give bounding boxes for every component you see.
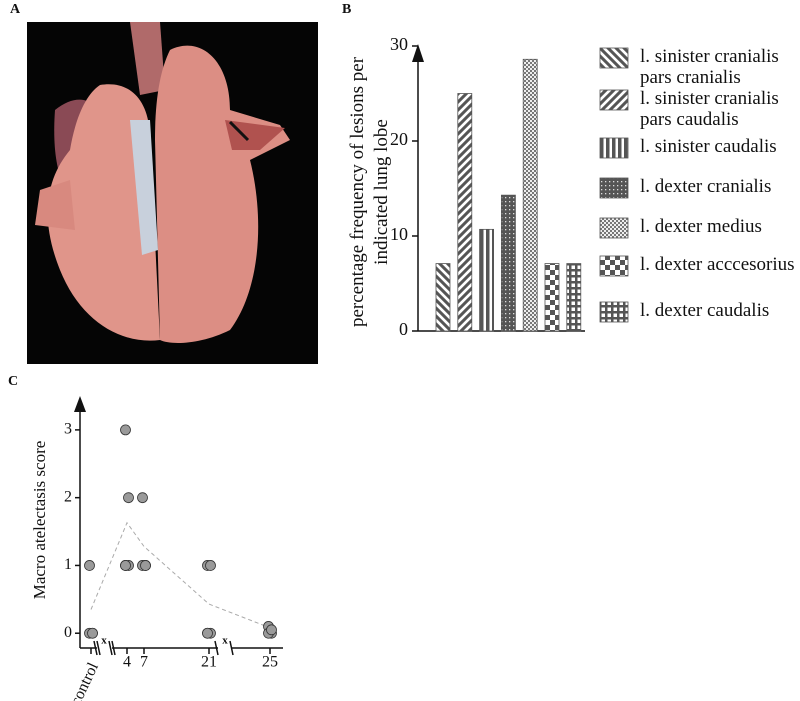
bar <box>500 194 516 332</box>
data-point <box>140 560 151 571</box>
y-tick-label: 0 <box>64 624 72 641</box>
legend-label: l. dexter cranialis <box>640 176 772 197</box>
data-point <box>205 560 216 571</box>
axis-arrow <box>412 44 424 62</box>
x-tick-label: 25 <box>262 654 278 671</box>
x-tick-label: 7 <box>140 654 148 671</box>
bar <box>457 93 473 332</box>
y-tick-label: 10 <box>390 224 408 244</box>
mean-line <box>90 521 271 629</box>
legend-label: l. dexter acccesorius <box>640 254 795 275</box>
data-point <box>87 627 98 639</box>
bar <box>522 58 538 332</box>
legend-label: l. sinister caudalis <box>640 136 777 157</box>
legend-swatch <box>599 137 629 159</box>
y-tick-label: 3 <box>64 421 72 438</box>
bar <box>544 263 560 332</box>
legend-label: l. sinister cranialis pars caudalis <box>640 88 779 130</box>
legend-swatch <box>599 47 629 69</box>
y-tick-label: 2 <box>64 488 72 505</box>
legend-swatch <box>599 89 629 111</box>
data-point <box>266 624 277 636</box>
axis-arrow <box>74 396 86 412</box>
bar <box>566 263 582 332</box>
panel-label: B <box>342 2 351 17</box>
lung-photo <box>27 22 318 364</box>
axis-break-label: x <box>101 635 107 647</box>
legend-label: l. sinister cranialis pars cranialis <box>640 46 779 88</box>
y-tick-label: 20 <box>390 129 408 149</box>
legend-swatch <box>599 177 629 199</box>
legend-swatch <box>599 255 629 277</box>
data-point <box>120 560 131 571</box>
y-axis-label: Macro atelectasis score <box>30 440 49 600</box>
y-axis-label: percentage frequency of lesions per indi… <box>347 56 392 328</box>
data-point <box>202 627 213 639</box>
bar <box>479 228 495 332</box>
y-tick-label: 0 <box>399 319 408 339</box>
data-point <box>137 492 148 504</box>
data-point <box>123 492 134 504</box>
y-tick-label: 30 <box>390 34 408 54</box>
legend-swatch <box>599 301 629 323</box>
axis-break-label: x <box>222 635 228 647</box>
x-tick-label: 4 <box>123 654 131 671</box>
legend-label: l. dexter caudalis <box>640 300 770 321</box>
legend-swatch <box>599 217 629 239</box>
bar <box>435 263 451 332</box>
panel-label: A <box>10 2 21 17</box>
data-point <box>84 560 95 571</box>
y-tick-label: 1 <box>64 556 72 573</box>
x-tick-label: control <box>67 660 102 701</box>
legend-label: l. dexter medius <box>640 216 762 237</box>
x-tick-label: 21 <box>201 654 217 671</box>
panel-label: C <box>8 374 18 389</box>
data-point <box>120 424 131 436</box>
